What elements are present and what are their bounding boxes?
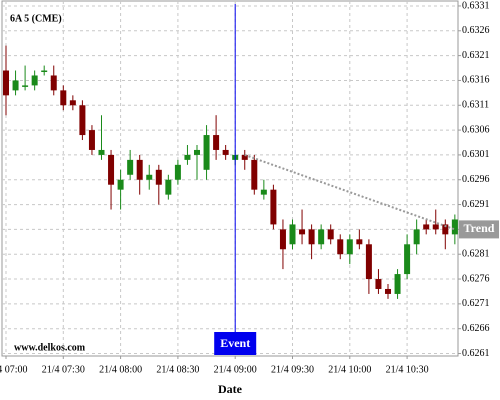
candle-body [260,189,267,195]
candle-body [432,224,439,230]
watermark: www.delkos.com [14,342,86,353]
event-label-box [214,332,257,355]
y-tick-label: 0.6261 [462,348,490,359]
y-tick-label: 0.6321 [462,50,490,61]
trend-label-box [459,220,499,239]
candle-body [394,274,401,294]
y-tick-label: 0.6276 [462,273,490,284]
chart-title: 6A 5 (CME) [10,13,62,24]
candle-body [194,149,200,155]
y-tick-label: 0.6301 [462,149,490,160]
candle-body [165,179,172,195]
candle-body [356,239,363,245]
candle-body [174,164,181,180]
candle-body [423,224,430,230]
candle-body [79,105,86,136]
candle-body [31,75,38,86]
candle-body [60,90,67,106]
candle-body [117,179,124,190]
candle-body [12,80,19,91]
candle-body [3,70,9,96]
plot-area [1,0,459,357]
candle-body [69,100,76,106]
candle-body [22,85,29,87]
candle-body [184,154,191,160]
candle-body [327,229,334,240]
candle-body [108,154,115,185]
candle-body [346,239,353,255]
candle-body [146,174,153,180]
trend-label: Trend [464,221,495,235]
candle-body [98,149,105,155]
candle-body [155,169,162,185]
y-tick-label: 0.6271 [462,298,490,309]
candle-body [385,288,391,294]
candle-body [203,135,210,170]
candle-body [41,70,48,73]
x-tick-label: 21/4 07:00 [0,364,28,375]
candle-body [50,75,57,91]
y-tick-label: 0.6316 [462,75,490,86]
candle-body [279,229,286,250]
y-tick-label: 0.6291 [462,199,490,210]
x-tick-label: 21/4 09:30 [271,364,314,375]
candle-body [289,224,296,245]
x-tick-label: 21/4 07:30 [42,364,85,375]
candle-body [213,135,220,150]
x-axis-label: Date [218,382,243,396]
candle-body [318,229,325,245]
candle-body [375,279,382,289]
y-tick-label: 0.6266 [462,323,490,334]
x-tick-label: 21/4 10:00 [328,364,371,375]
marks [3,45,458,299]
y-tick-label: 0.6311 [462,100,489,111]
x-tick-label: 21/4 10:30 [386,364,429,375]
candle-body [365,244,372,280]
x-tick-label: 21/4 08:30 [156,364,199,375]
candle-body [222,149,229,155]
candle-body [442,224,449,235]
y-tick-label: 0.6326 [462,25,490,36]
candle-body [413,229,420,245]
candle-body [270,189,277,225]
candle-body [299,229,306,235]
trend-line [244,153,456,231]
candle-body [451,219,458,235]
candle-body [88,130,95,150]
y-tick-label: 0.6296 [462,174,490,185]
candle-body [136,159,143,180]
x-tick-label: 21/4 09:00 [214,364,257,375]
y-tick-label: 0.6281 [462,249,490,260]
candle-body [127,159,134,175]
candle-body [241,154,248,160]
x-tick-label: 21/4 08:00 [99,364,142,375]
candle-body [308,229,315,245]
y-tick-label: 0.6306 [462,124,490,135]
candle-body [251,159,258,190]
candle-body [404,244,411,275]
y-tick-label: 0.6331 [462,0,490,11]
event-label: Event [220,336,250,350]
candle-body [337,239,344,255]
